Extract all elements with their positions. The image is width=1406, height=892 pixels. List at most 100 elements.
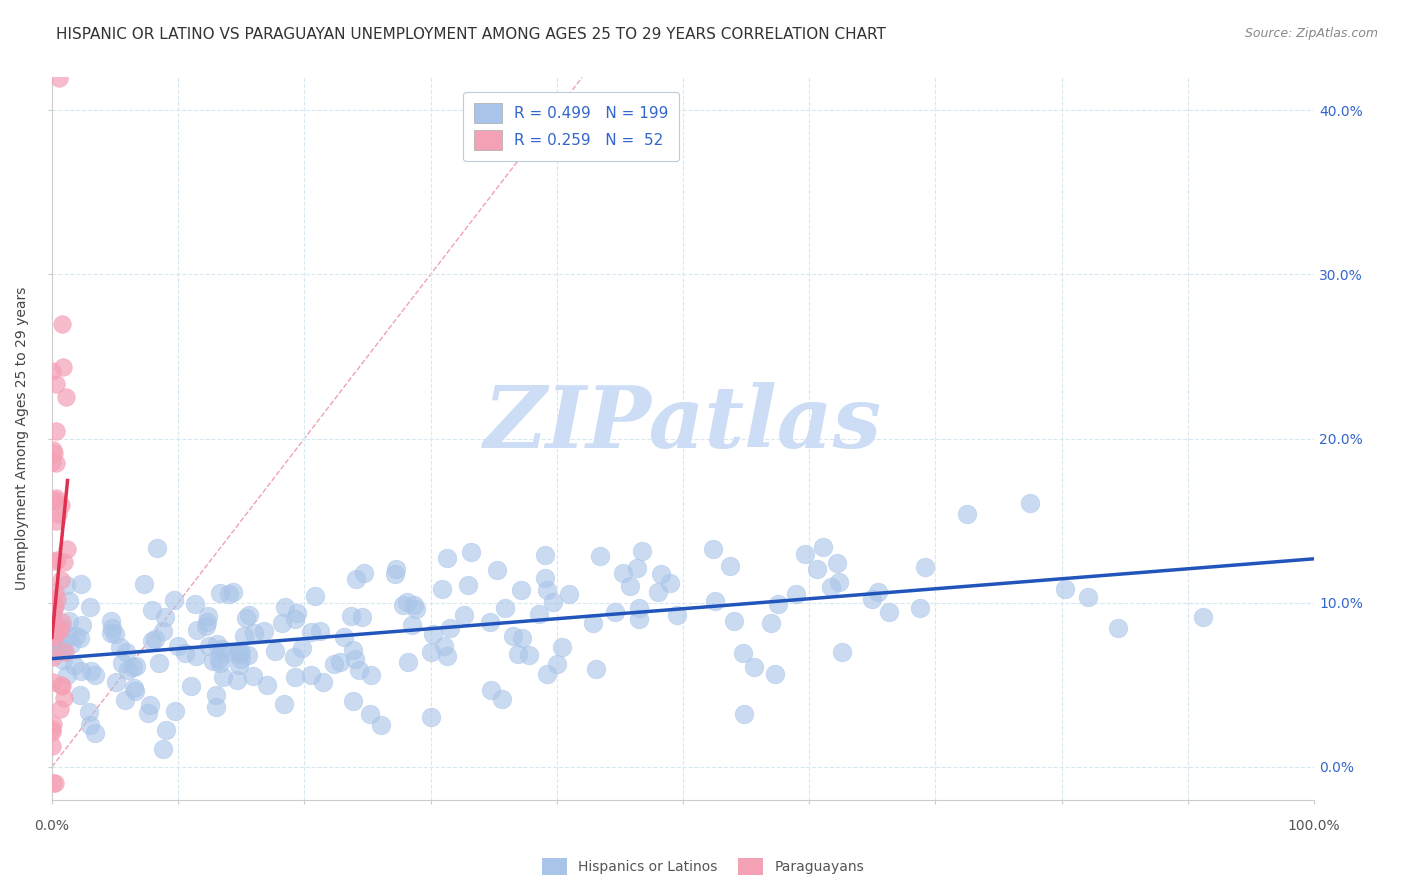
Point (211, 641, 233, 656)
Point (626, 561, 648, 575)
Point (533, 571, 555, 585)
Point (299, 625, 322, 640)
Point (585, 662, 607, 676)
Point (243, 626, 266, 640)
Point (704, 594, 727, 608)
Point (242, 668, 264, 682)
Point (914, 560, 936, 574)
Point (44, 599, 66, 613)
Point (51, 678, 73, 692)
Point (264, 644, 287, 658)
Point (208, 651, 231, 665)
Point (100, 615, 122, 629)
Point (42, 614, 65, 628)
Point (65, 629, 87, 643)
Point (201, 654, 224, 668)
Point (105, 674, 128, 689)
Point (229, 645, 252, 659)
Point (155, 723, 177, 738)
Point (44, 584, 66, 599)
Point (605, 606, 627, 620)
Point (55, 390, 77, 404)
Point (825, 556, 848, 570)
Point (49, 702, 72, 716)
Point (820, 580, 842, 594)
Point (506, 647, 529, 661)
Point (785, 586, 807, 600)
Point (41, 724, 63, 739)
Point (419, 710, 441, 724)
Point (405, 601, 427, 615)
Point (84, 726, 107, 740)
Point (546, 657, 568, 671)
Point (52, 653, 75, 667)
Point (69, 632, 91, 646)
Point (226, 673, 249, 687)
Point (558, 587, 581, 601)
Point (80, 664, 103, 678)
Point (235, 611, 257, 625)
Point (41, 608, 63, 623)
Point (956, 507, 979, 521)
Point (430, 582, 453, 596)
Point (114, 693, 136, 707)
Point (45, 640, 67, 655)
Point (44, 776, 66, 790)
Point (186, 623, 208, 637)
Point (486, 563, 509, 577)
Point (742, 660, 765, 674)
Point (41, 888, 63, 892)
Point (42, 717, 65, 731)
Point (509, 582, 531, 597)
Point (41, 455, 63, 469)
Point (436, 649, 458, 664)
Point (44, 624, 66, 638)
Point (323, 657, 346, 671)
Point (167, 639, 190, 653)
Point (44, 446, 66, 460)
Point (228, 657, 250, 672)
Point (1192, 609, 1215, 624)
Point (433, 639, 456, 653)
Point (148, 656, 170, 670)
Point (180, 679, 202, 693)
Point (41, 776, 63, 790)
Point (141, 633, 163, 648)
Point (58, 594, 80, 608)
Point (205, 688, 228, 702)
Point (517, 648, 540, 662)
Point (42, 494, 65, 508)
Point (72, 617, 94, 632)
Point (765, 667, 787, 681)
Point (211, 670, 233, 684)
Point (42, 604, 65, 618)
Point (173, 646, 195, 660)
Point (195, 615, 218, 630)
Point (287, 606, 309, 620)
Point (733, 706, 755, 721)
Point (42, 650, 65, 665)
Point (45, 376, 67, 391)
Point (44, 492, 66, 507)
Point (550, 640, 572, 654)
Point (51, 573, 73, 587)
Point (48, 71, 70, 86)
Point (122, 659, 145, 673)
Point (58, 629, 80, 643)
Point (359, 707, 381, 722)
Point (299, 668, 322, 682)
Point (41, 364, 63, 378)
Point (384, 566, 406, 581)
Point (353, 566, 375, 580)
Point (165, 704, 187, 718)
Y-axis label: Unemployment Among Ages 25 to 29 years: Unemployment Among Ages 25 to 29 years (15, 287, 30, 591)
Point (63, 658, 86, 673)
Point (231, 652, 253, 666)
Point (77, 705, 100, 719)
Point (194, 619, 217, 633)
Point (312, 674, 335, 689)
Point (329, 655, 352, 669)
Point (342, 642, 364, 657)
Point (52, 690, 75, 705)
Point (204, 700, 226, 714)
